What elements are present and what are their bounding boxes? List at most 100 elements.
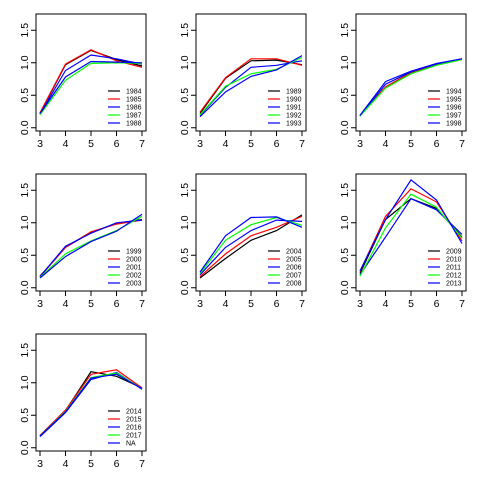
x-tick-label: 5 bbox=[88, 458, 94, 470]
x-tick-label: 7 bbox=[459, 138, 465, 150]
legend-label: 1990 bbox=[286, 97, 302, 104]
series-line bbox=[39, 369, 143, 436]
y-tick-label: 0.0 bbox=[179, 280, 191, 295]
x-tick-label: 3 bbox=[37, 458, 43, 470]
legend-label: 2017 bbox=[126, 433, 142, 440]
y-tick-label: 1.5 bbox=[339, 23, 351, 38]
y-tick-label: 1.0 bbox=[339, 215, 351, 230]
legend-label: 2000 bbox=[126, 257, 142, 264]
x-tick-label: 3 bbox=[357, 298, 363, 310]
x-tick-label: 3 bbox=[357, 138, 363, 150]
x-tick-label: 6 bbox=[274, 298, 280, 310]
x-tick-label: 4 bbox=[223, 298, 229, 310]
legend-label: 2015 bbox=[126, 417, 142, 424]
series-line bbox=[359, 58, 463, 117]
y-tick-label: 0.5 bbox=[339, 248, 351, 263]
x-tick-label: 6 bbox=[434, 138, 440, 150]
y-tick-label: 1.5 bbox=[19, 183, 31, 198]
x-tick-label: 3 bbox=[37, 298, 43, 310]
y-tick-label: 1.5 bbox=[19, 343, 31, 358]
y-tick-label: 1.0 bbox=[179, 215, 191, 230]
legend-label: 1999 bbox=[126, 249, 142, 256]
y-tick-label: 0.5 bbox=[339, 88, 351, 103]
x-tick-label: 4 bbox=[383, 298, 389, 310]
x-tick-label: 6 bbox=[114, 138, 120, 150]
y-tick-label: 0.0 bbox=[339, 280, 351, 295]
y-tick-label: 1.5 bbox=[19, 23, 31, 38]
x-tick-label: 4 bbox=[223, 138, 229, 150]
legend-label: 1984 bbox=[126, 89, 142, 96]
x-tick-label: 3 bbox=[197, 138, 203, 150]
y-tick-label: 0.0 bbox=[19, 440, 31, 455]
x-tick-label: 7 bbox=[139, 138, 145, 150]
series-line bbox=[199, 60, 303, 116]
legend-label: 2003 bbox=[126, 281, 142, 288]
series-line bbox=[39, 219, 143, 278]
y-tick-label: 1.0 bbox=[339, 55, 351, 70]
legend-label: 2013 bbox=[446, 281, 462, 288]
legend-label: 1991 bbox=[286, 105, 302, 112]
x-tick-label: 5 bbox=[248, 298, 254, 310]
x-tick-label: 7 bbox=[299, 298, 305, 310]
legend-label: 1996 bbox=[446, 105, 462, 112]
legend-label: 2002 bbox=[126, 273, 142, 280]
legend-label: 2012 bbox=[446, 273, 462, 280]
x-tick-label: 4 bbox=[383, 138, 389, 150]
y-tick-label: 1.5 bbox=[179, 183, 191, 198]
legend-label: 1997 bbox=[446, 113, 462, 120]
y-tick-label: 1.0 bbox=[179, 55, 191, 70]
legend-label: 2001 bbox=[126, 265, 142, 272]
x-tick-label: 5 bbox=[248, 138, 254, 150]
series-line bbox=[39, 62, 143, 116]
series-line bbox=[39, 373, 143, 437]
legend-label: 1989 bbox=[286, 89, 302, 96]
legend-label: 1993 bbox=[286, 121, 302, 128]
legend-label: 2014 bbox=[126, 409, 142, 416]
legend-label: 2009 bbox=[446, 249, 462, 256]
legend-label: 2011 bbox=[446, 265, 461, 272]
x-tick-label: 7 bbox=[139, 458, 145, 470]
x-tick-label: 6 bbox=[274, 138, 280, 150]
y-tick-label: 0.5 bbox=[19, 88, 31, 103]
legend-label: 2016 bbox=[126, 425, 142, 432]
legend-label: 2007 bbox=[286, 273, 302, 280]
series-line bbox=[39, 54, 143, 115]
series-line bbox=[39, 60, 143, 114]
series-line bbox=[39, 213, 143, 279]
x-tick-label: 7 bbox=[299, 138, 305, 150]
x-tick-label: 7 bbox=[139, 298, 145, 310]
y-tick-label: 1.0 bbox=[19, 375, 31, 390]
legend-label: 1992 bbox=[286, 113, 302, 120]
series-line bbox=[199, 215, 303, 278]
legend-label: 2010 bbox=[446, 257, 462, 264]
x-tick-label: 5 bbox=[88, 298, 94, 310]
y-tick-label: 0.5 bbox=[179, 248, 191, 263]
series-line bbox=[199, 55, 303, 118]
x-tick-label: 7 bbox=[459, 298, 465, 310]
legend-label: 2004 bbox=[286, 249, 302, 256]
y-tick-label: 0.0 bbox=[19, 120, 31, 135]
series-line bbox=[199, 216, 303, 273]
x-tick-label: 3 bbox=[197, 298, 203, 310]
legend-label: 1986 bbox=[126, 105, 142, 112]
series-line bbox=[199, 214, 303, 279]
y-tick-label: 0.0 bbox=[179, 120, 191, 135]
legend-label: 1998 bbox=[446, 121, 462, 128]
series-line bbox=[359, 179, 463, 272]
y-tick-label: 1.5 bbox=[179, 23, 191, 38]
y-tick-label: 0.5 bbox=[179, 88, 191, 103]
x-tick-label: 4 bbox=[63, 138, 69, 150]
x-tick-label: 4 bbox=[63, 458, 69, 470]
